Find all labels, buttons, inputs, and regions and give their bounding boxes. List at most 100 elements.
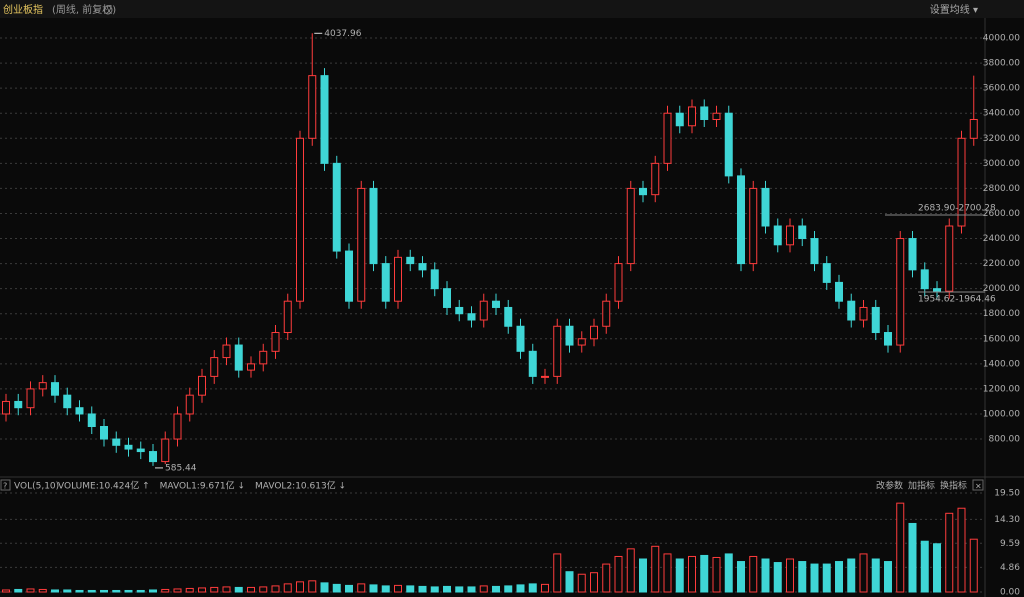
- settings-gear[interactable]: [103, 5, 113, 15]
- volume-bar: [577, 573, 586, 593]
- y-tick-label: 2400.00: [983, 234, 1020, 244]
- candle-body: [663, 112, 672, 164]
- volume-bar: [761, 558, 770, 593]
- candle-body: [394, 256, 402, 302]
- candle-body: [541, 375, 549, 378]
- candle-body: [283, 300, 292, 334]
- y-tick-label: 1800.00: [983, 309, 1020, 319]
- volume-bar: [259, 586, 268, 593]
- volume-bar: [835, 561, 843, 593]
- volume-bar: [2, 589, 10, 593]
- candle-body: [933, 288, 941, 292]
- candle-body: [602, 300, 611, 327]
- candle-body: [38, 382, 47, 390]
- index-title: 创业板指: [3, 3, 43, 16]
- volume-bar: [283, 583, 292, 593]
- range-annotation: 2683.90-2700.28: [918, 204, 996, 214]
- candle-body: [124, 444, 133, 450]
- y-tick-label: 4000.00: [983, 34, 1020, 44]
- candle-body: [749, 187, 758, 265]
- volume-bar: [479, 585, 488, 593]
- candle-body: [63, 394, 72, 409]
- volume-bar: [920, 540, 929, 593]
- volume-bar: [345, 584, 353, 593]
- volume-bar: [87, 589, 96, 593]
- candle-body: [112, 438, 121, 446]
- indicator-button[interactable]: 改参数: [876, 480, 903, 492]
- volume-bar: [443, 585, 451, 593]
- volume-bar: [26, 588, 35, 593]
- candle-body: [430, 269, 439, 290]
- volume-bar: [198, 587, 206, 593]
- y-tick-label: 19.50: [994, 489, 1020, 499]
- volume-bar: [430, 586, 439, 593]
- candle-body: [51, 382, 59, 396]
- candle-body: [590, 325, 598, 340]
- volume-bar: [786, 558, 794, 593]
- top-bar: [0, 0, 1024, 18]
- legend-entry: MAVOL1:9.671亿 ↓: [160, 480, 245, 492]
- volume-bar: [712, 556, 721, 593]
- candle-body: [957, 137, 966, 227]
- volume-bar: [75, 589, 84, 593]
- help-icon[interactable]: ?: [3, 482, 7, 491]
- candle-body: [332, 162, 341, 252]
- candle-body: [455, 306, 464, 315]
- volume-bar: [38, 588, 47, 593]
- candle-body: [577, 338, 586, 346]
- y-tick-label: 2200.00: [983, 259, 1020, 269]
- y-tick-label: 800.00: [989, 435, 1021, 445]
- close-box[interactable]: [972, 479, 984, 491]
- volume-bar: [541, 583, 549, 593]
- volume-bar: [406, 585, 415, 593]
- volume-bar: [394, 584, 402, 593]
- candle-body: [136, 448, 145, 453]
- volume-bar: [100, 589, 108, 593]
- y-tick-label: 1000.00: [983, 409, 1020, 419]
- volume-bar: [247, 586, 255, 593]
- volume-bar: [871, 558, 880, 593]
- volume-bar: [614, 555, 623, 593]
- volume-bar: [847, 558, 856, 593]
- volume-bar: [51, 589, 59, 593]
- vol-title: VOL(5,10): [14, 482, 59, 492]
- volume-bar: [112, 589, 121, 593]
- candle-body: [737, 175, 745, 265]
- indicator-button[interactable]: 换指标: [940, 480, 967, 492]
- close-icon[interactable]: ×: [975, 482, 982, 491]
- volume-bar: [602, 563, 611, 593]
- candle-body: [149, 451, 157, 463]
- candle-body: [26, 388, 35, 409]
- candle-body: [369, 187, 378, 265]
- y-tick-label: 1600.00: [983, 334, 1020, 344]
- candle-body: [247, 363, 255, 371]
- volume-bar: [528, 583, 537, 593]
- volume-bar: [700, 554, 709, 593]
- y-tick-label: 3200.00: [983, 134, 1020, 144]
- y-tick-label: 4.86: [1000, 563, 1020, 573]
- candle-body: [822, 263, 831, 283]
- candle-body: [504, 306, 513, 327]
- candle-body: [381, 263, 390, 302]
- help-box[interactable]: [0, 479, 11, 491]
- volume-bar: [369, 584, 378, 593]
- candle-body: [210, 357, 219, 377]
- volume-bar: [210, 586, 219, 593]
- candle-body: [712, 112, 721, 120]
- candle-body: [308, 75, 317, 139]
- volume-bar: [234, 586, 243, 593]
- y-tick-label: 3600.00: [983, 84, 1020, 94]
- candle-body: [626, 187, 635, 265]
- ma-settings[interactable]: 设置均线 ▾: [930, 3, 978, 16]
- volume-bar: [63, 589, 72, 593]
- volume-bar: [798, 561, 807, 593]
- candle-body: [271, 332, 280, 352]
- volume-bar: [467, 586, 476, 593]
- volume-bar: [737, 561, 745, 593]
- y-tick-label: 14.30: [994, 515, 1020, 525]
- volume-bar: [271, 585, 280, 593]
- volume-bar: [332, 583, 341, 593]
- candle-body: [639, 187, 647, 196]
- volume-bar: [161, 588, 170, 593]
- indicator-button[interactable]: 加指标: [908, 480, 935, 492]
